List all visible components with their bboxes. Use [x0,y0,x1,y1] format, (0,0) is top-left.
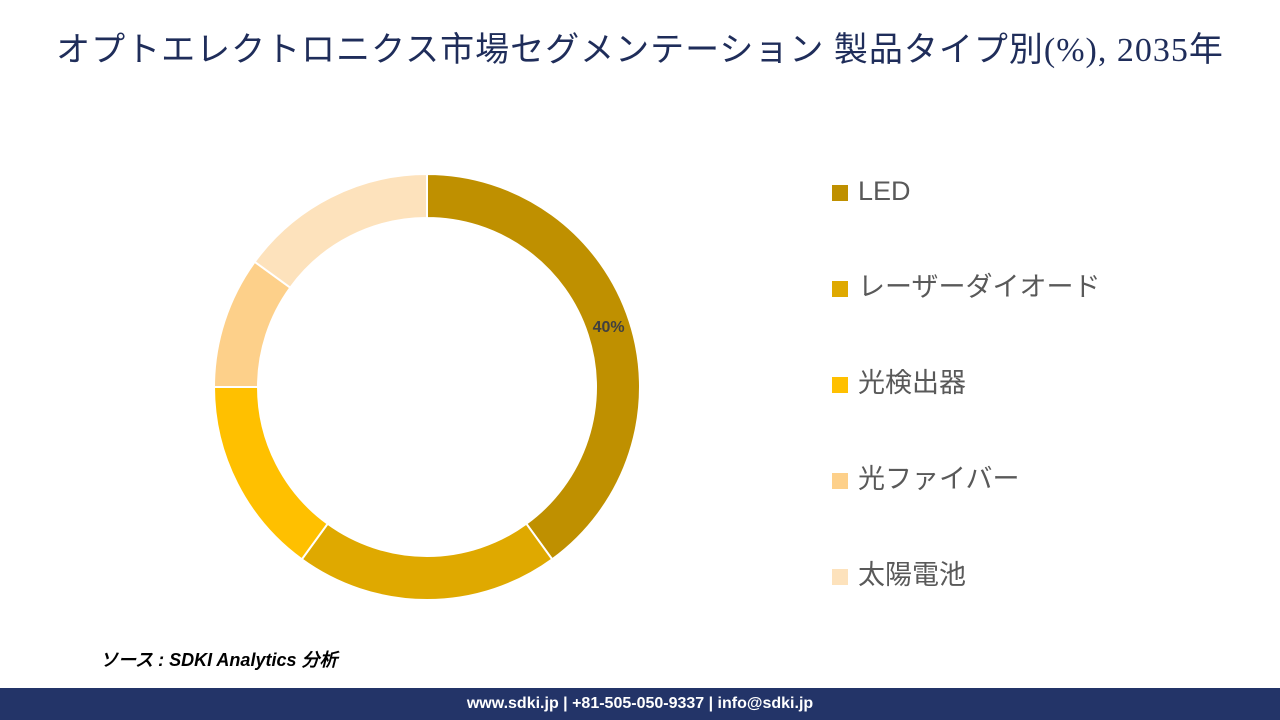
donut-slice [300,522,554,601]
legend-swatch [832,185,848,201]
chart-title: オプトエレクトロニクス市場セグメンテーション 製品タイプ別(%), 2035年 [56,32,1224,69]
footer: www.sdki.jp | +81-505-050-9337 | info@sd… [0,688,1280,720]
source-note: ソース : SDKI Analytics 分析 [100,650,338,670]
legend-label: レーザーダイオード [858,272,1100,302]
legend-label: 光検出器 [858,368,966,398]
donut-slice [253,172,428,290]
legend-label: 太陽電池 [858,560,966,590]
data-label: 40% [593,319,625,336]
legend-label: 光ファイバー [858,464,1019,494]
legend-label: LED [858,176,911,206]
donut-slice [426,172,641,561]
legend-swatch [832,569,848,585]
legend-swatch [832,377,848,393]
donut-slice [212,386,330,561]
legend-swatch [832,281,848,297]
legend-swatch [832,473,848,489]
